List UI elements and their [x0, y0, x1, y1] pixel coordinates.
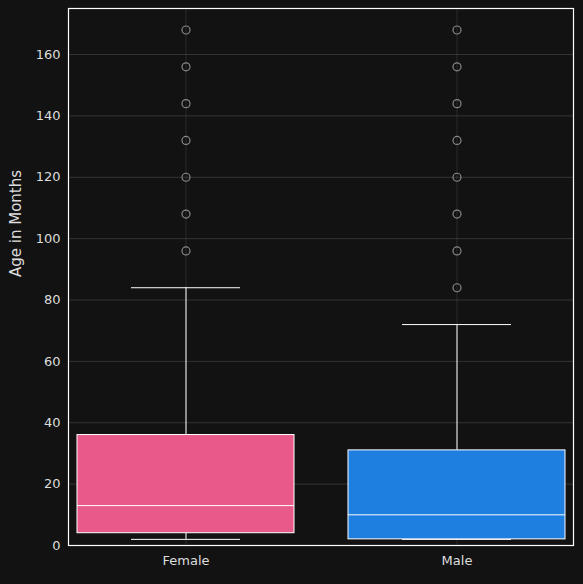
svg-text:Male: Male: [442, 553, 473, 568]
svg-text:80: 80: [44, 292, 61, 307]
svg-text:120: 120: [36, 169, 61, 184]
svg-text:60: 60: [44, 354, 61, 369]
svg-text:20: 20: [44, 476, 61, 491]
svg-text:Female: Female: [162, 553, 209, 568]
svg-text:140: 140: [36, 108, 61, 123]
svg-text:40: 40: [44, 415, 61, 430]
svg-text:Age in Months: Age in Months: [7, 170, 25, 277]
svg-text:160: 160: [36, 47, 61, 62]
svg-text:0: 0: [52, 538, 60, 553]
svg-text:100: 100: [36, 231, 61, 246]
